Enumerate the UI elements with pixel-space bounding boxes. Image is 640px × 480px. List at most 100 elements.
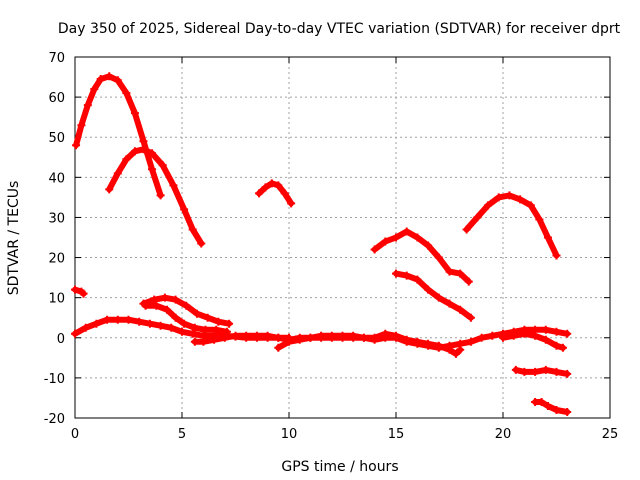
data-point — [180, 319, 189, 328]
y-tick-label: 60 — [48, 91, 65, 106]
data-point — [516, 195, 525, 204]
data-point — [169, 181, 178, 190]
series-arc-e — [392, 269, 475, 322]
data-point — [113, 315, 122, 324]
data-point — [531, 331, 540, 340]
data-point — [188, 329, 197, 338]
data-point — [163, 305, 172, 314]
data-point — [197, 239, 206, 248]
data-point — [152, 301, 161, 310]
series-arc-m — [499, 329, 567, 352]
series-arc-o — [531, 397, 572, 416]
data-point — [188, 225, 197, 234]
data-point — [199, 337, 208, 346]
series-trace — [463, 192, 560, 259]
data-point — [370, 333, 379, 342]
series-trace — [275, 330, 464, 357]
x-tick-label: 20 — [495, 427, 512, 442]
data-point — [552, 341, 561, 350]
data-point — [526, 201, 535, 210]
data-point — [148, 149, 157, 158]
data-point — [477, 333, 486, 342]
series-arc-b — [105, 145, 206, 248]
data-point — [190, 337, 199, 346]
data-point — [83, 101, 92, 110]
x-tick-label: 15 — [388, 427, 405, 442]
data-point — [445, 267, 454, 276]
data-point — [511, 365, 520, 374]
series-trace — [191, 332, 292, 345]
data-point — [145, 319, 154, 328]
data-point — [171, 295, 180, 304]
data-point — [141, 301, 150, 310]
data-point — [225, 319, 234, 328]
data-point — [537, 397, 546, 406]
data-point — [139, 145, 148, 154]
data-point — [359, 333, 368, 342]
data-point — [552, 251, 561, 260]
data-point — [71, 329, 79, 338]
data-point — [210, 335, 219, 344]
data-point — [520, 329, 529, 338]
data-point — [242, 331, 251, 340]
data-point — [280, 189, 289, 198]
data-point — [212, 325, 221, 334]
data-point — [317, 331, 326, 340]
series-arc-a — [72, 72, 165, 200]
y-tick-label: -10 — [44, 372, 65, 387]
series-arc-i — [141, 301, 231, 336]
y-tick-label: 30 — [48, 211, 65, 226]
data-point — [552, 327, 561, 336]
data-point — [434, 293, 443, 302]
chart-title: Day 350 of 2025, Sidereal Day-to-day VTE… — [58, 21, 621, 37]
series-arc-c — [255, 179, 296, 208]
data-point — [203, 313, 212, 322]
data-point — [402, 227, 411, 236]
data-point — [160, 293, 169, 302]
data-point — [494, 193, 503, 202]
data-point — [370, 245, 379, 254]
y-tick-label: 10 — [48, 292, 65, 307]
data-point — [563, 329, 572, 338]
series-arc-n — [511, 365, 572, 378]
data-point — [81, 323, 90, 332]
data-point — [543, 401, 552, 410]
data-point — [451, 349, 460, 358]
y-tick-label: 70 — [48, 51, 65, 66]
data-point — [285, 337, 293, 346]
series-trace — [140, 294, 233, 327]
data-point — [135, 317, 144, 326]
data-point — [466, 313, 475, 322]
data-point — [456, 269, 465, 278]
data-point — [381, 329, 390, 338]
data-point — [466, 337, 475, 346]
data-point — [150, 295, 159, 304]
data-point — [180, 205, 189, 214]
data-series — [71, 72, 572, 416]
series-trace — [371, 228, 472, 285]
y-tick-label: -20 — [44, 412, 65, 427]
data-point — [392, 233, 400, 242]
data-point — [139, 137, 148, 146]
data-point — [392, 331, 400, 340]
data-point — [445, 345, 454, 354]
data-point — [130, 147, 139, 156]
data-point — [105, 72, 114, 81]
data-point — [156, 321, 165, 330]
data-point — [124, 315, 133, 324]
data-point — [103, 315, 112, 324]
data-point — [434, 341, 443, 350]
data-point — [71, 285, 79, 294]
data-point — [113, 169, 122, 178]
data-point — [182, 301, 191, 310]
y-tick-label: 0 — [57, 332, 65, 347]
data-point — [484, 201, 493, 210]
grid — [75, 57, 610, 418]
data-point — [178, 327, 186, 336]
data-point — [122, 89, 131, 98]
data-point — [220, 333, 229, 342]
data-point — [156, 191, 165, 200]
data-point — [424, 339, 433, 348]
x-tick-label: 0 — [71, 427, 79, 442]
